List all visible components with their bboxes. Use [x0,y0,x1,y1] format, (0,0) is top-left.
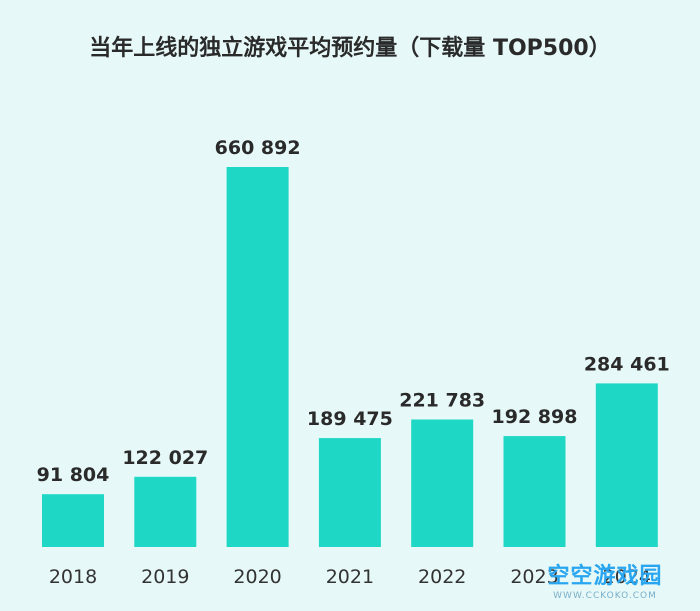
bar-2021 [318,438,381,547]
x-tick-label-2019: 2019 [141,566,189,588]
bar-2018 [42,494,104,547]
x-tick-label-2021: 2021 [326,566,374,588]
x-tick-label-2022: 2022 [418,566,466,588]
bar-2020 [226,167,289,547]
x-tick-label-2023: 2023 [510,566,558,588]
x-tick-label-2020: 2020 [233,566,281,588]
value-label-2023: 192 898 [492,406,578,428]
bar-2023 [503,436,566,547]
bar-2024 [595,383,658,547]
value-label-2020: 660 892 [215,137,301,159]
value-label-2024: 284 461 [584,353,670,375]
watermark-brand: 空空游戏园 [547,564,663,589]
bar-2022 [411,419,474,547]
value-label-2019: 122 027 [122,447,208,469]
value-label-2018: 91 804 [37,464,110,486]
value-label-2021: 189 475 [307,408,393,430]
value-label-2022: 221 783 [399,390,485,412]
chart-title: 当年上线的独立游戏平均预约量（下载量 TOP500） [89,36,611,61]
watermark-logo: 空空游戏园 WWW.CCKOKO.COM [525,564,685,602]
x-tick-label-2018: 2018 [49,566,97,588]
watermark-url: WWW.CCKOKO.COM [553,591,657,601]
bar-2019 [134,476,197,547]
x-tick-label-2024: 2024 [603,566,651,588]
